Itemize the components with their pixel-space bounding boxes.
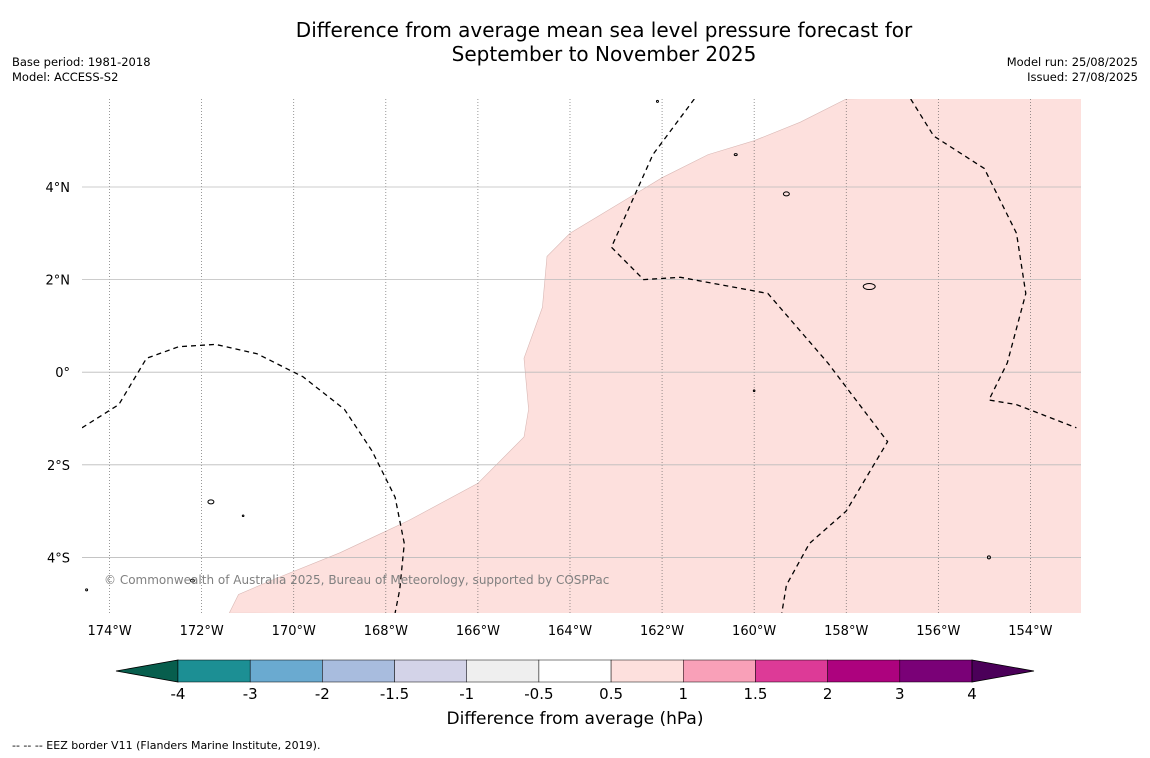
island-outline — [986, 555, 991, 560]
meta-left: Base period: 1981-2018 Model: ACCESS-S2 — [12, 55, 151, 85]
colorbar-tick-label: 1 — [678, 685, 688, 700]
lon-tick-label: 164°W — [548, 624, 592, 639]
lon-tick-label: 158°W — [824, 624, 868, 639]
lon-tick-label: 166°W — [456, 624, 500, 639]
colorbar-tick-label: 3 — [895, 685, 905, 700]
colorbar-high-extend — [971, 659, 1035, 683]
colorbar-tick-label: -1 — [459, 685, 474, 700]
colorbar-segment — [394, 659, 467, 683]
eez-borders — [82, 99, 1077, 613]
graticule — [82, 99, 1081, 613]
model-text: Model: ACCESS-S2 — [12, 70, 119, 84]
island-outline — [782, 191, 790, 197]
island-outline — [862, 283, 876, 291]
issued-text: Issued: 27/08/2025 — [1027, 70, 1138, 84]
colorbar-segment — [755, 659, 828, 683]
lon-tick-label: 154°W — [1008, 624, 1052, 639]
colorbar-segment — [249, 659, 323, 683]
lon-tick-label: 174°W — [88, 624, 132, 639]
lon-tick-label: 168°W — [364, 624, 408, 639]
colorbar-tick-label: 4 — [967, 685, 977, 700]
meta-right: Model run: 25/08/2025 Issued: 27/08/2025 — [1007, 55, 1138, 85]
lon-tick-label: 160°W — [732, 624, 776, 639]
colorbar-title: Difference from average (hPa) — [446, 709, 704, 729]
colorbar-segment — [827, 659, 901, 683]
map-title: Difference from average mean sea level p… — [0, 18, 1150, 66]
colorbar-low-extend — [115, 659, 179, 683]
island-outline — [207, 499, 215, 505]
eez-border-line — [910, 99, 1077, 429]
title-line-2: September to November 2025 — [451, 42, 757, 66]
model-run-text: Model run: 25/08/2025 — [1006, 55, 1138, 69]
colorbar-segment — [538, 659, 612, 683]
axis-tick-labels: 174°W 172°W 170°W 168°W 166°W 164°W 162°W 160°W… — [46, 181, 1053, 639]
island-outline — [655, 99, 659, 103]
lon-tick-label: 162°W — [640, 624, 684, 639]
island-outline — [85, 588, 89, 592]
base-period-text: Base period: 1981-2018 — [12, 55, 151, 69]
islands — [85, 99, 991, 592]
colorbar-segment — [322, 659, 395, 683]
lon-tick-label: 172°W — [180, 624, 224, 639]
eez-border-line — [82, 343, 405, 613]
colorbar-tick-label: -4 — [171, 685, 186, 700]
colorbar-segment — [683, 659, 756, 683]
colorbar-tick-label: 2 — [823, 685, 833, 700]
colorbar-segment — [177, 659, 251, 683]
colorbar-tick-label: -1.5 — [380, 685, 409, 700]
copyright-text: © Commonwealth of Australia 2025, Bureau… — [104, 573, 609, 587]
lon-tick-label: 156°W — [916, 624, 960, 639]
island-outline — [752, 389, 756, 393]
colorbar-tick-label: -3 — [243, 685, 258, 700]
map-canvas: 174°W 172°W 170°W 168°W 166°W 164°W 162°W 160°W… — [46, 99, 1081, 700]
island-outline — [189, 578, 195, 583]
colorbar-tick-label: -0.5 — [524, 685, 553, 700]
lat-tick-label: 0° — [55, 366, 70, 381]
island-outline — [241, 514, 245, 518]
island-outline — [733, 153, 738, 157]
colorbar-tick-label: -2 — [315, 685, 330, 700]
lon-tick-label: 170°W — [272, 624, 316, 639]
title-line-1: Difference from average mean sea level p… — [295, 18, 913, 42]
colorbar-tick-label: 1.5 — [744, 685, 768, 700]
colorbar-segment — [466, 659, 540, 683]
lat-tick-label: 4°N — [46, 181, 71, 196]
eez-border-line — [610, 99, 889, 613]
shaded-region-0.5-to-1 — [228, 99, 1081, 613]
lat-tick-label: 4°S — [47, 551, 70, 566]
lat-tick-label: 2°S — [47, 459, 70, 474]
colorbar-tick-label: 0.5 — [599, 685, 623, 700]
colorbar: -4 -3 -2 -1.5 -1 -0.5 0.5 1 1.5 2 3 4 — [115, 659, 1035, 700]
lat-tick-label: 2°N — [46, 274, 71, 289]
footer-note: -- -- -- EEZ border V11 (Flanders Marine… — [12, 739, 321, 752]
colorbar-segment — [899, 659, 973, 683]
colorbar-segment — [610, 659, 684, 683]
